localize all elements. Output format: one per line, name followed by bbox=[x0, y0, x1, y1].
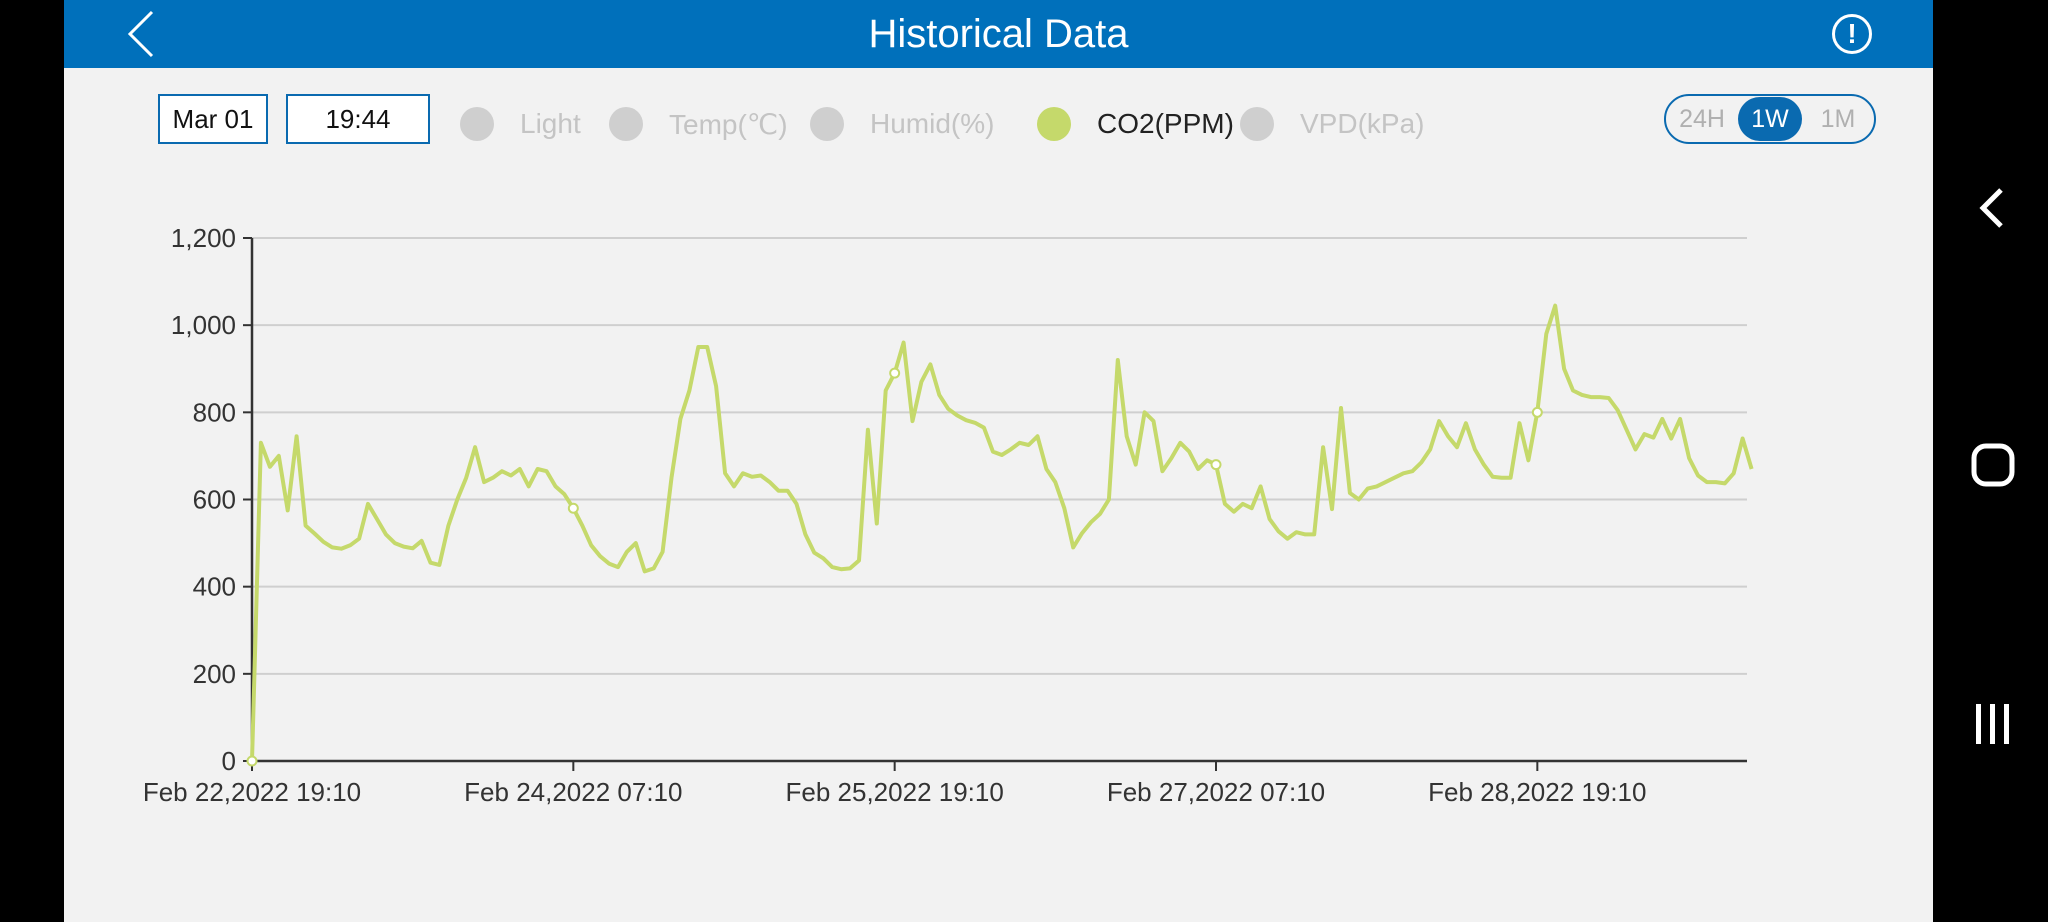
nav-home-icon[interactable] bbox=[1963, 435, 2023, 495]
data-point bbox=[246, 755, 258, 767]
info-exclamation-icon[interactable]: ! bbox=[1832, 14, 1872, 54]
y-tick-label: 200 bbox=[193, 659, 236, 689]
data-point bbox=[889, 367, 901, 379]
y-tick-label: 800 bbox=[193, 397, 236, 427]
legend-vpd[interactable]: VPD(kPa) bbox=[1240, 104, 1424, 144]
co2-line-chart: 0 200 400 600 800 1,000 1,200 Feb 22,2022 19:10… bbox=[143, 223, 1754, 807]
legend-humid[interactable]: Humid(%) bbox=[810, 104, 994, 144]
range-1w[interactable]: 1W bbox=[1738, 97, 1802, 141]
y-tick-label: 1,200 bbox=[171, 223, 236, 253]
date-picker[interactable]: Mar 01 bbox=[158, 94, 268, 144]
y-tick-label: 0 bbox=[222, 746, 236, 776]
legend-label: Temp(℃) bbox=[669, 108, 788, 140]
legend-label: VPD(kPa) bbox=[1300, 108, 1425, 139]
app-header: Historical Data ! bbox=[64, 0, 1933, 68]
data-point bbox=[1531, 406, 1543, 418]
y-tick-label: 1,000 bbox=[171, 310, 236, 340]
x-tick-label: Feb 25,2022 19:10 bbox=[786, 777, 1004, 807]
time-picker[interactable]: 19:44 bbox=[286, 94, 430, 144]
nav-back-icon[interactable] bbox=[1963, 178, 2023, 238]
co2-series-line bbox=[250, 303, 1754, 762]
data-point bbox=[1210, 459, 1222, 471]
legend-label: Humid(%) bbox=[870, 108, 995, 139]
x-tick-label: Feb 27,2022 07:10 bbox=[1107, 777, 1325, 807]
x-tick-label: Feb 28,2022 19:10 bbox=[1428, 777, 1646, 807]
legend-dot-icon bbox=[1037, 107, 1071, 141]
legend-dot-icon bbox=[609, 107, 643, 141]
back-chevron-icon[interactable] bbox=[122, 10, 162, 58]
y-tick-label: 600 bbox=[193, 485, 236, 515]
legend-dot-icon bbox=[460, 107, 494, 141]
y-tick-label: 400 bbox=[193, 572, 236, 602]
nav-recents-icon[interactable] bbox=[1963, 694, 2023, 754]
android-nav-bar bbox=[1933, 0, 2048, 922]
legend-label: Light bbox=[520, 108, 581, 139]
legend-label: CO2(PPM) bbox=[1097, 108, 1234, 139]
range-24h[interactable]: 24H bbox=[1679, 105, 1725, 133]
range-1m[interactable]: 1M bbox=[1820, 105, 1856, 133]
data-point bbox=[567, 502, 579, 514]
legend-dot-icon bbox=[810, 107, 844, 141]
x-tick-label: Feb 22,2022 19:10 bbox=[143, 777, 361, 807]
page-title: Historical Data bbox=[868, 12, 1129, 56]
x-tick-label: Feb 24,2022 07:10 bbox=[464, 777, 682, 807]
historical-data-screen: Historical Data ! Mar 01 19:44 Light Tem… bbox=[64, 0, 1933, 922]
legend-dot-icon bbox=[1240, 107, 1274, 141]
legend-light[interactable]: Light bbox=[460, 104, 581, 144]
legend-co2[interactable]: CO2(PPM) bbox=[1037, 104, 1234, 144]
time-range-toggle: 24H 1W 1M bbox=[1664, 94, 1876, 144]
legend-temp[interactable]: Temp(℃) bbox=[609, 104, 788, 144]
